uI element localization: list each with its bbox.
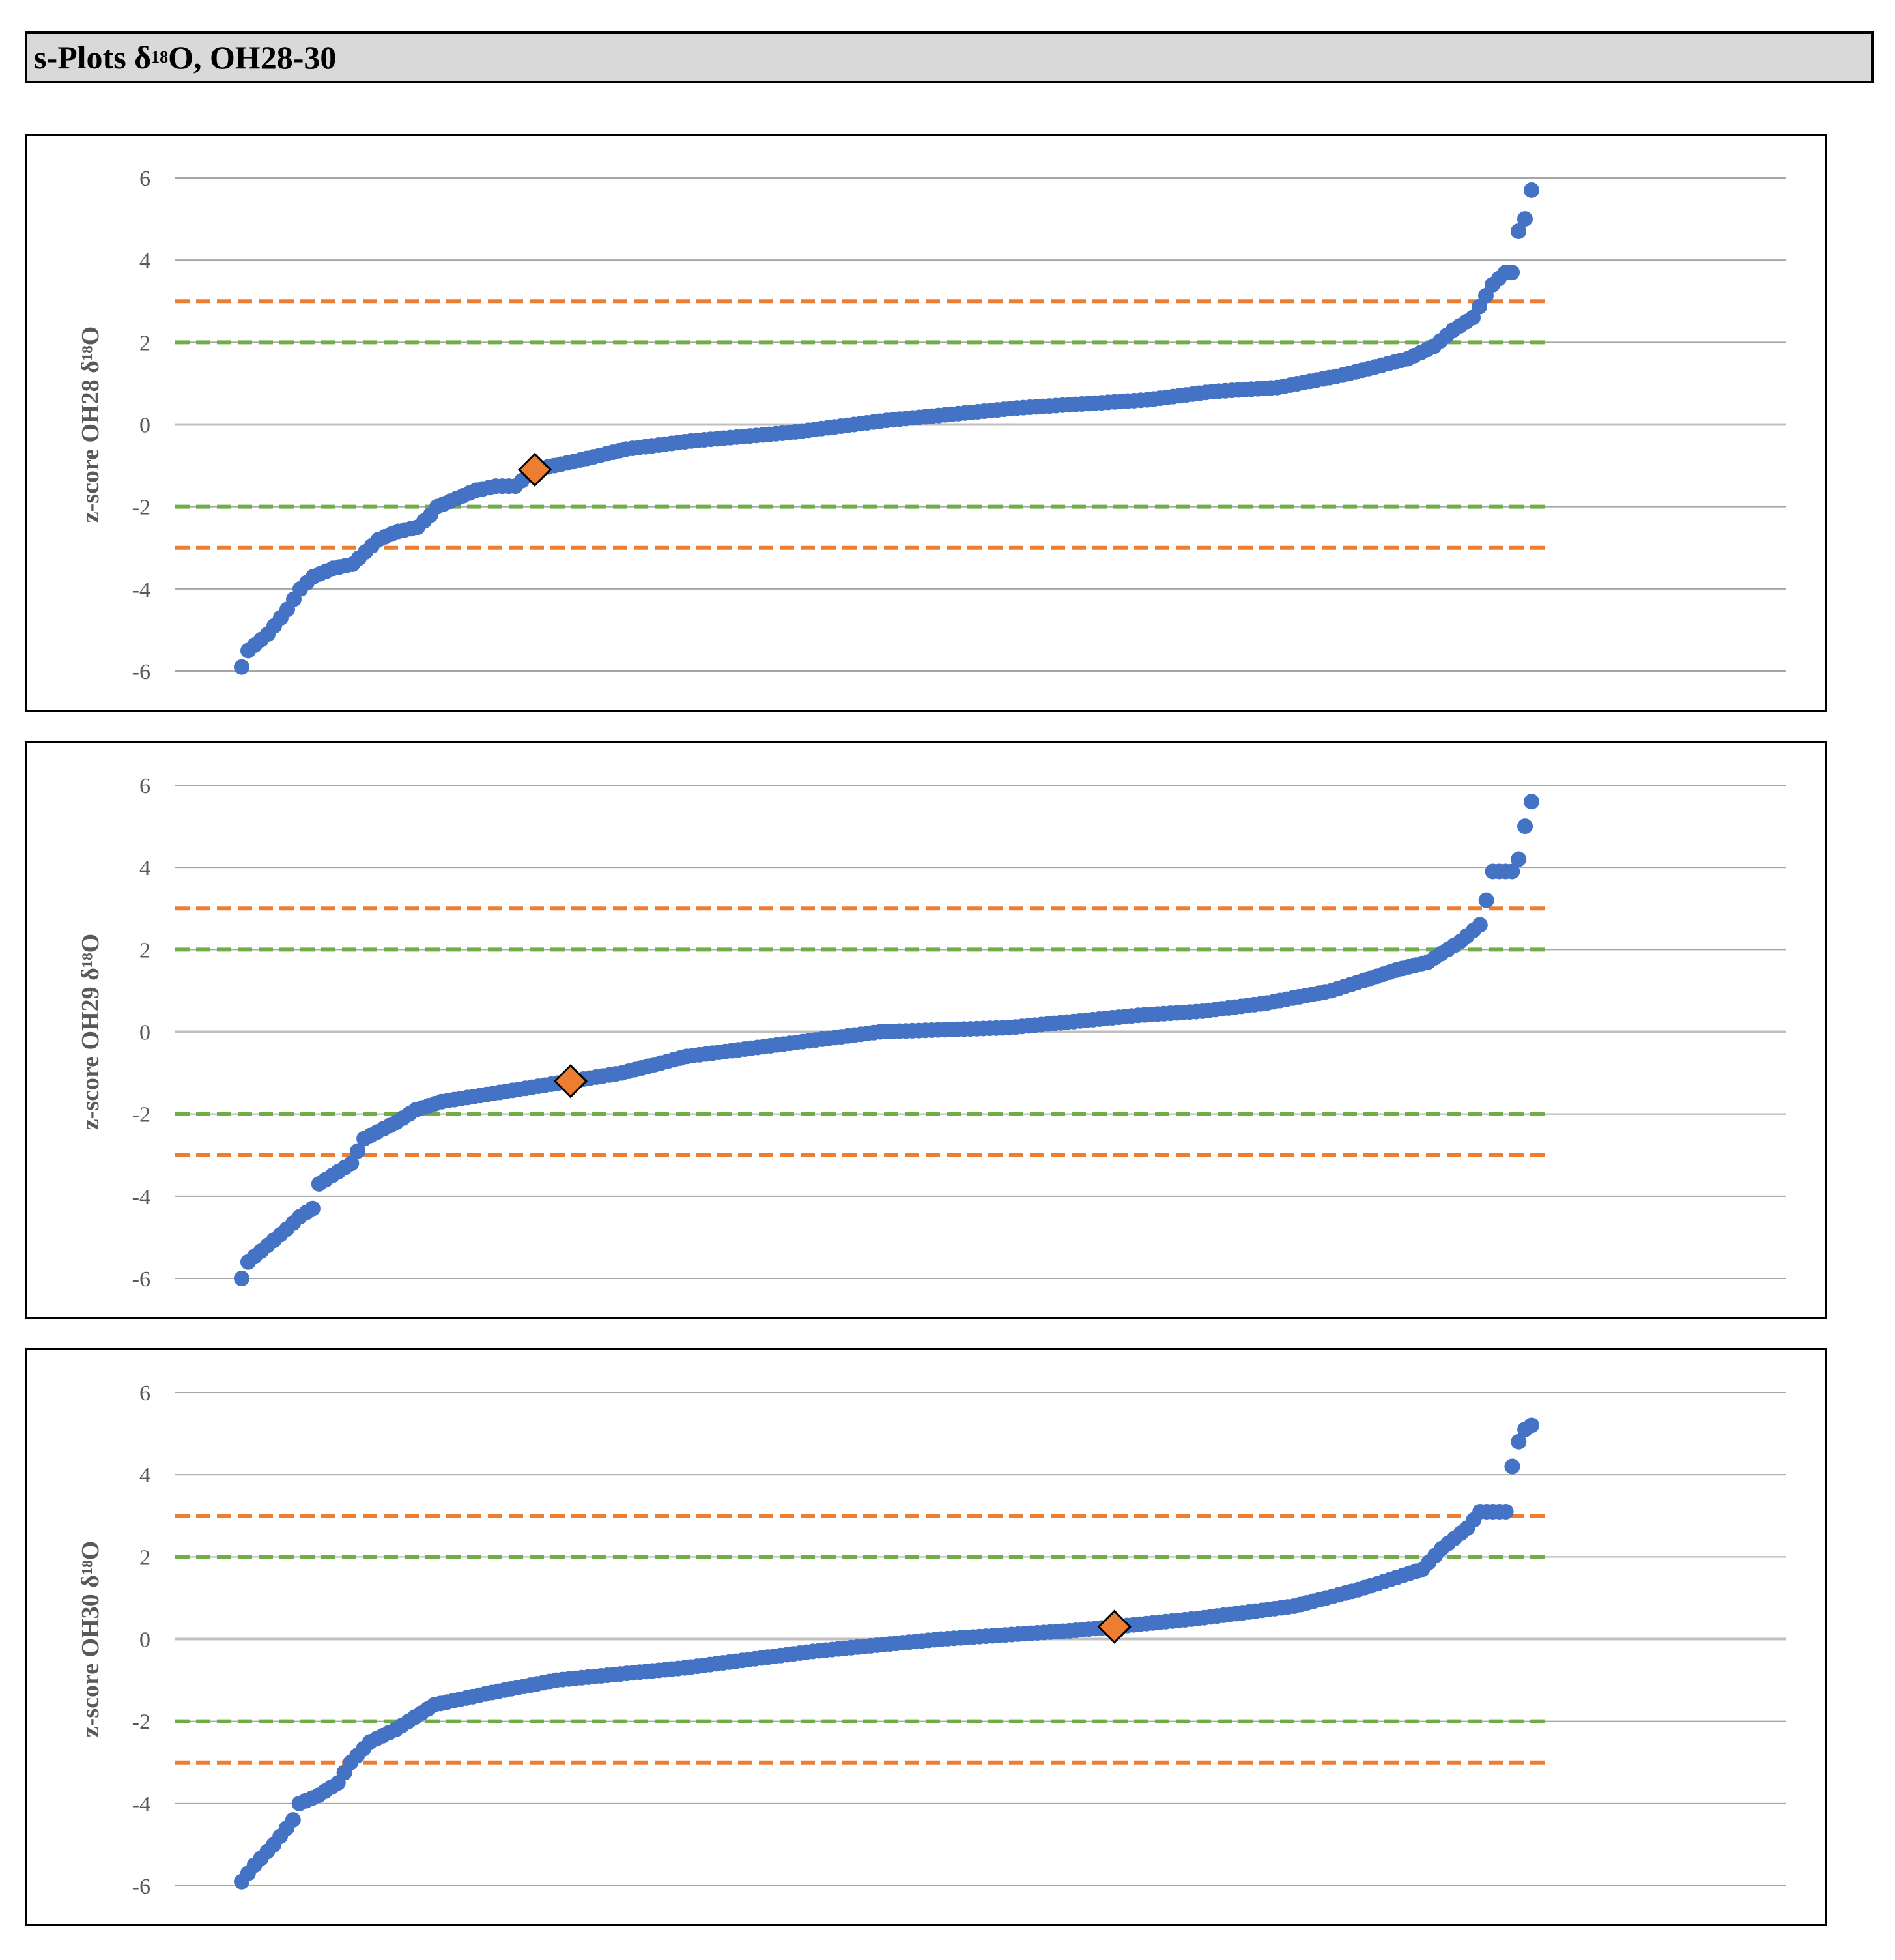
y-tick-label: 0 [139, 1628, 150, 1652]
chart-svg-oh30: 6 4 2 0 -2 -4 -6 z-score OH30 δ¹⁸O [77, 1381, 1786, 1899]
y-tick-label: -4 [132, 1793, 150, 1817]
y-tick-label: 6 [139, 1381, 150, 1405]
y-tick-label: -2 [132, 1710, 150, 1735]
data-point [350, 1143, 366, 1159]
page-title-prefix: s-Plots δ [34, 39, 152, 76]
highlight-marker [1097, 1609, 1132, 1644]
data-point [1472, 917, 1488, 933]
chart-panel-oh30: 6 4 2 0 -2 -4 -6 z-score OH30 δ¹⁸O [25, 1348, 1827, 1926]
data-point [1504, 863, 1520, 880]
data-point [1478, 892, 1494, 908]
data-point-outlier [1524, 182, 1539, 198]
y-axis-label: z-score OH29 δ¹⁸O [77, 934, 104, 1130]
y-tick-label: 6 [139, 167, 150, 191]
y-tick-label: 2 [139, 938, 150, 962]
y-tick-label: 6 [139, 774, 150, 798]
highlight-marker [517, 452, 552, 487]
data-point-outlier [1511, 851, 1527, 867]
y-tick-label: 4 [139, 1463, 150, 1488]
data-point [285, 1812, 301, 1828]
data-point [1498, 1503, 1514, 1520]
data-point-outlier [1504, 1458, 1520, 1475]
y-tick-label: -4 [132, 578, 150, 602]
y-tick-label: 4 [139, 249, 150, 273]
chart-panel-oh29: 6 4 2 0 -2 -4 -6 z-score OH29 δ¹⁸O [25, 741, 1827, 1319]
y-axis-label: z-score OH28 δ¹⁸O [77, 326, 104, 523]
y-tick-label: -6 [132, 1875, 150, 1899]
y-tick-label: 4 [139, 856, 150, 880]
data-point [234, 659, 249, 675]
y-tick-label: 2 [139, 1546, 150, 1570]
data-point [343, 1155, 360, 1172]
data-point-outlier [1524, 794, 1539, 810]
y-axis-label: z-score OH30 δ¹⁸O [77, 1541, 104, 1737]
data-point [304, 1200, 321, 1217]
y-tick-label: -6 [132, 1267, 150, 1291]
page-title-suffix: O, OH28-30 [168, 39, 337, 76]
chart-panel-oh28: 6 4 2 0 -2 -4 -6 z-score OH28 δ¹⁸O [25, 134, 1827, 712]
y-tick-label: 0 [139, 414, 150, 438]
chart-svg-oh29: 6 4 2 0 -2 -4 -6 z-score OH29 δ¹⁸O [77, 774, 1786, 1291]
y-tick-label: 2 [139, 331, 150, 355]
chart-svg-oh28: 6 4 2 0 -2 -4 -6 z-score OH28 δ¹⁸O [77, 167, 1786, 684]
y-tick-label: -4 [132, 1185, 150, 1209]
y-tick-label: -2 [132, 1103, 150, 1127]
data-point-outlier [1524, 1417, 1539, 1434]
y-tick-label: -2 [132, 496, 150, 520]
y-tick-label: -6 [132, 660, 150, 684]
highlight-marker [553, 1064, 588, 1099]
page-title: s-Plots δ 18 O, OH28-30 [25, 31, 1874, 83]
data-point [234, 1271, 249, 1286]
y-tick-label: 0 [139, 1021, 150, 1045]
data-point-outlier [1517, 818, 1533, 835]
data-point-outlier [1511, 223, 1526, 240]
data-point-outlier [1517, 211, 1533, 227]
data-point-outlier [1511, 1434, 1527, 1450]
data-point [1504, 265, 1520, 281]
